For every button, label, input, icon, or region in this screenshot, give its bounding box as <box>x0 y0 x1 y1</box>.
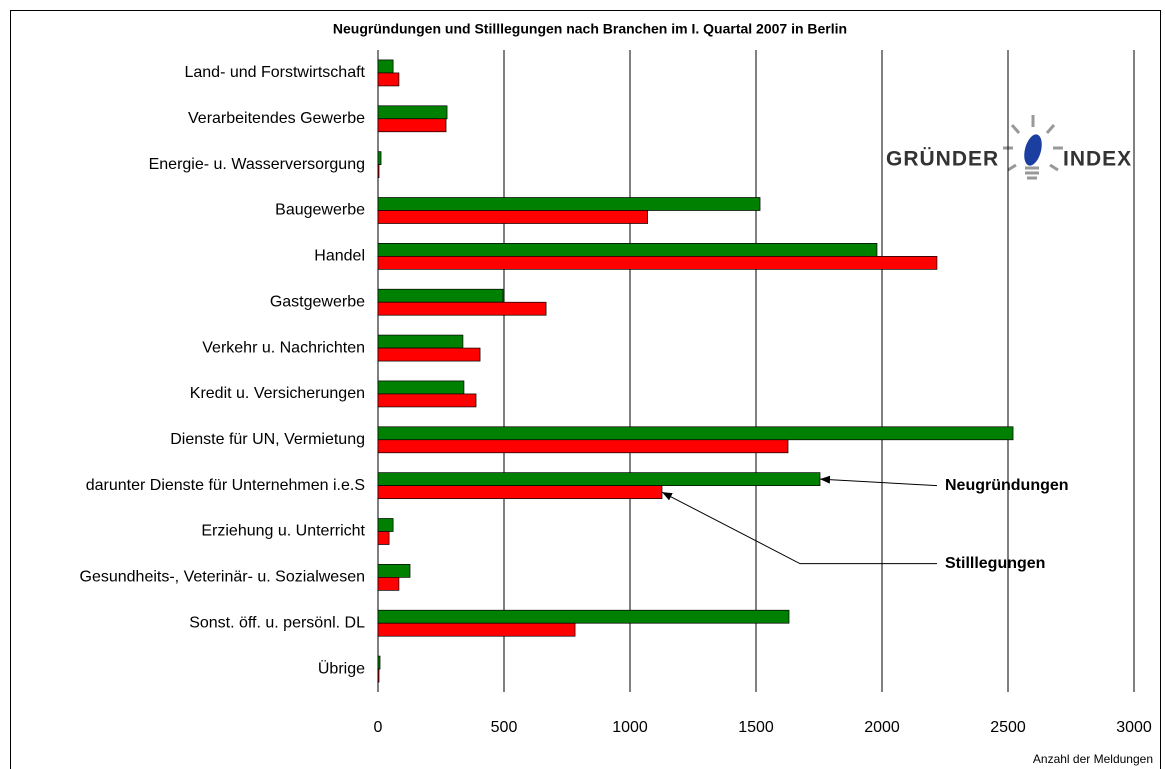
bar <box>377 105 448 120</box>
bar <box>377 472 821 486</box>
bar <box>377 485 663 499</box>
y-tick-label: Übrige <box>318 659 365 677</box>
bar <box>377 197 761 211</box>
legend-arrow <box>819 475 938 487</box>
y-tick-label: darunter Dienste für Unternehmen i.e.S <box>86 477 365 494</box>
bar <box>377 426 1014 441</box>
x-tick-label: 2500 <box>990 719 1026 736</box>
bar <box>377 72 400 87</box>
bar <box>377 210 648 224</box>
x-axis-label: Anzahl der Meldungen <box>1033 752 1153 766</box>
y-tick-label: Land- und Forstwirtschaft <box>184 64 365 81</box>
bar <box>377 380 465 395</box>
bar <box>377 334 464 349</box>
bar <box>377 288 504 303</box>
bar <box>377 118 447 133</box>
y-tick-label: Erziehung u. Unterricht <box>201 523 365 540</box>
bar <box>377 439 789 454</box>
bar <box>377 59 394 74</box>
logo-base <box>1025 166 1039 180</box>
y-tick-label: Gesundheits-, Veterinär- u. Sozialwesen <box>80 569 365 586</box>
bar <box>377 609 790 624</box>
legend-arrow <box>661 491 937 565</box>
chart-border <box>10 10 1161 769</box>
bar <box>377 164 380 178</box>
y-tick-label: Sonst. öff. u. persönl. DL <box>189 614 365 631</box>
bar <box>377 347 481 362</box>
legend-label: Neugründungen <box>945 477 1069 494</box>
y-tick-label: Baugewerbe <box>275 202 365 219</box>
bar <box>377 393 477 408</box>
x-tick-label: 3000 <box>1116 719 1152 736</box>
logo-text: INDEX <box>1063 148 1132 171</box>
bar <box>377 301 547 316</box>
x-tick-label: 0 <box>374 719 383 736</box>
y-tick-label: Gastgewerbe <box>270 293 365 310</box>
logo-text: GRÜNDER <box>886 148 999 171</box>
x-tick-label: 1500 <box>738 719 774 736</box>
x-tick-label: 2000 <box>864 719 900 736</box>
logo-bulb <box>1024 134 1042 166</box>
bar <box>377 243 878 257</box>
bar <box>377 622 576 637</box>
y-tick-label: Verarbeitendes Gewerbe <box>188 110 365 127</box>
bar <box>377 655 381 670</box>
x-tick-label: 500 <box>491 719 518 736</box>
y-tick-label: Dienste für UN, Vermietung <box>170 431 365 448</box>
logo: GRÜNDER INDEX <box>886 115 1132 180</box>
y-tick-label: Energie- u. Wasserversorgung <box>149 156 365 173</box>
bar <box>377 577 400 591</box>
y-tick-label: Verkehr u. Nachrichten <box>202 339 365 356</box>
legend-label: Stilllegungen <box>945 555 1045 572</box>
bar <box>377 564 411 578</box>
y-tick-label: Kredit u. Versicherungen <box>190 385 365 402</box>
bar <box>377 518 394 532</box>
bar <box>377 256 938 270</box>
chart-title: Neugründungen und Stilllegungen nach Bra… <box>333 21 847 37</box>
x-tick-label: 1000 <box>612 719 648 736</box>
bar <box>377 151 382 165</box>
bar <box>377 668 380 683</box>
bar <box>377 531 390 545</box>
y-tick-label: Handel <box>314 248 365 265</box>
